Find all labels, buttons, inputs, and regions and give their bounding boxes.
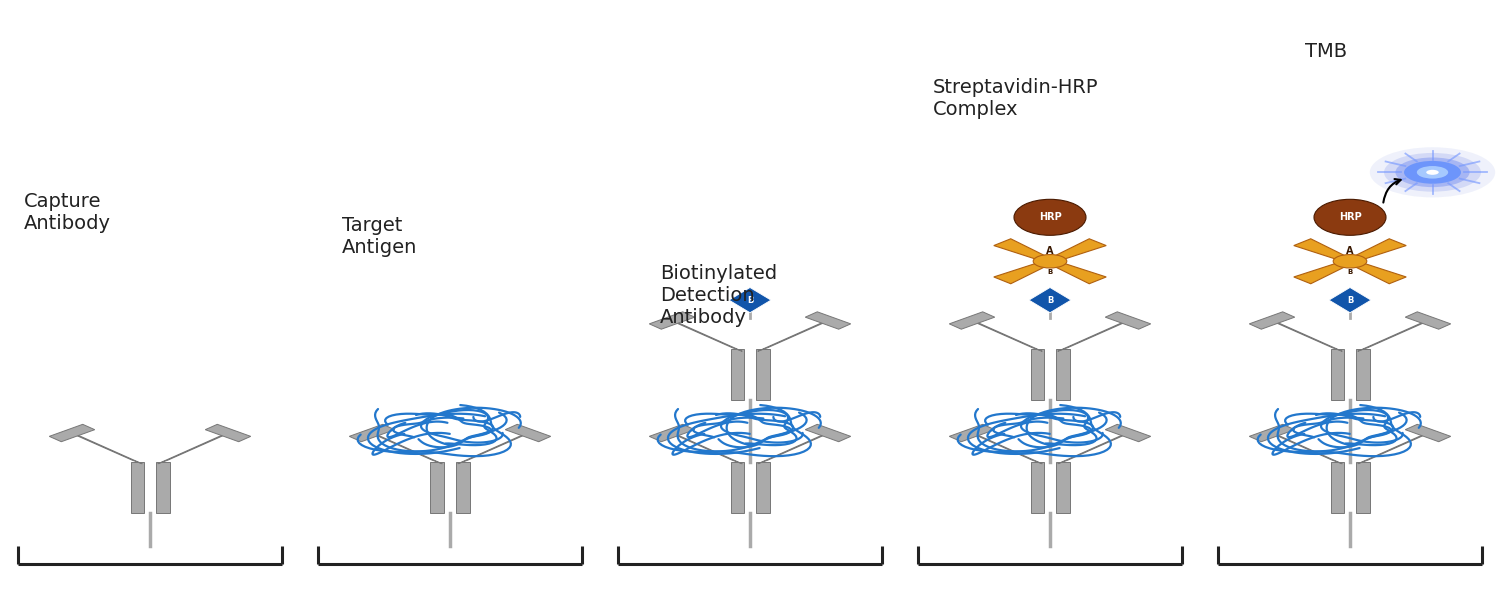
Polygon shape [1106, 312, 1150, 329]
Polygon shape [1266, 319, 1342, 352]
Polygon shape [1106, 424, 1150, 442]
Polygon shape [1294, 239, 1353, 263]
Polygon shape [1347, 239, 1406, 263]
Ellipse shape [1418, 166, 1448, 179]
Circle shape [1334, 254, 1366, 268]
Polygon shape [650, 312, 694, 329]
Polygon shape [758, 319, 834, 352]
Polygon shape [206, 424, 251, 442]
Text: Target
Antigen: Target Antigen [342, 216, 417, 257]
Polygon shape [994, 239, 1053, 263]
Text: TMB: TMB [1305, 42, 1347, 61]
Polygon shape [1047, 239, 1106, 263]
Text: HRP: HRP [1038, 212, 1062, 223]
Text: HRP: HRP [1338, 212, 1362, 223]
Polygon shape [666, 431, 742, 464]
Polygon shape [158, 431, 234, 464]
Polygon shape [1058, 431, 1134, 464]
Polygon shape [458, 431, 534, 464]
Ellipse shape [1014, 199, 1086, 235]
Text: Streptavidin-HRP
Complex: Streptavidin-HRP Complex [933, 78, 1098, 119]
Text: B: B [747, 296, 753, 305]
Polygon shape [994, 260, 1053, 284]
Text: B: B [1347, 269, 1353, 275]
Polygon shape [758, 431, 834, 464]
Ellipse shape [1404, 161, 1461, 184]
Polygon shape [806, 312, 850, 329]
Polygon shape [1356, 349, 1370, 400]
Polygon shape [756, 462, 770, 513]
Polygon shape [430, 462, 444, 513]
Polygon shape [950, 312, 994, 329]
Polygon shape [130, 462, 144, 513]
Polygon shape [1056, 462, 1070, 513]
Polygon shape [1358, 319, 1434, 352]
Polygon shape [1029, 287, 1071, 313]
Text: A: A [1047, 246, 1053, 256]
Text: Biotinylated
Detection
Antibody: Biotinylated Detection Antibody [660, 264, 777, 327]
Ellipse shape [1395, 157, 1470, 187]
Polygon shape [506, 424, 550, 442]
Polygon shape [966, 431, 1042, 464]
Polygon shape [66, 431, 142, 464]
Text: Capture
Antibody: Capture Antibody [24, 192, 111, 233]
Ellipse shape [1370, 147, 1496, 197]
Polygon shape [1266, 431, 1342, 464]
Polygon shape [456, 462, 470, 513]
Polygon shape [1250, 312, 1294, 329]
Polygon shape [950, 424, 994, 442]
Text: B: B [1047, 296, 1053, 305]
Polygon shape [366, 431, 442, 464]
Polygon shape [1329, 287, 1371, 313]
Polygon shape [1406, 424, 1450, 442]
Polygon shape [966, 319, 1042, 352]
Text: B: B [1047, 269, 1053, 275]
Polygon shape [1056, 349, 1070, 400]
Polygon shape [806, 424, 850, 442]
Polygon shape [1047, 260, 1106, 284]
Ellipse shape [1426, 170, 1438, 175]
Polygon shape [1250, 424, 1294, 442]
Ellipse shape [1314, 199, 1386, 235]
Circle shape [1034, 254, 1066, 268]
Polygon shape [350, 424, 394, 442]
Polygon shape [1030, 349, 1044, 400]
Polygon shape [1030, 462, 1044, 513]
Polygon shape [1058, 319, 1134, 352]
Polygon shape [730, 349, 744, 400]
Polygon shape [1406, 312, 1450, 329]
Polygon shape [1358, 431, 1434, 464]
Ellipse shape [1384, 153, 1480, 191]
Polygon shape [50, 424, 94, 442]
Polygon shape [666, 319, 742, 352]
Polygon shape [730, 462, 744, 513]
Polygon shape [756, 349, 770, 400]
Polygon shape [1356, 462, 1370, 513]
Polygon shape [650, 424, 694, 442]
Text: B: B [1347, 296, 1353, 305]
Polygon shape [729, 287, 771, 313]
Polygon shape [1330, 462, 1344, 513]
Polygon shape [1330, 349, 1344, 400]
Polygon shape [1347, 260, 1406, 284]
Polygon shape [1294, 260, 1353, 284]
Text: A: A [1347, 246, 1353, 256]
Polygon shape [156, 462, 170, 513]
